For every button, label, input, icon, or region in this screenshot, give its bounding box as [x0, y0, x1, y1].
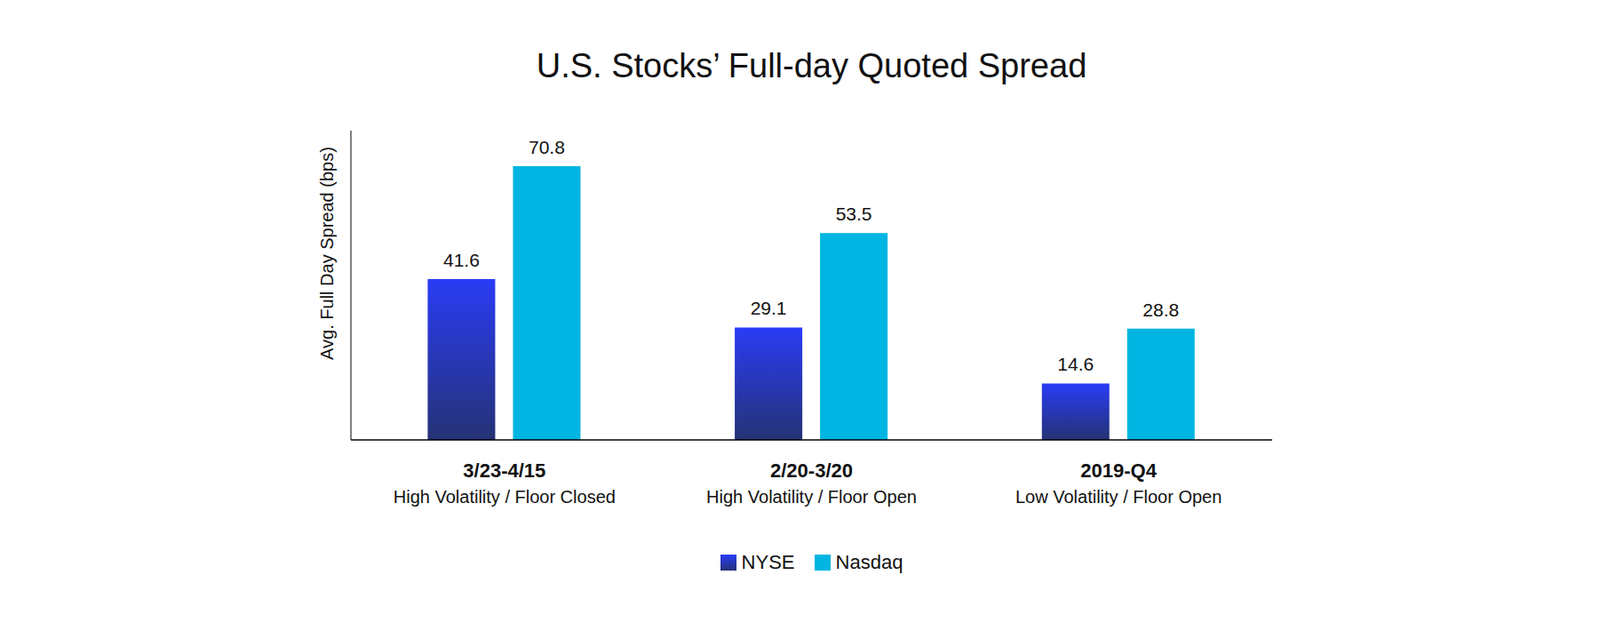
html-text:U.S. Stocks’ Full-day Quoted S: U.S. Stocks’ Full-day Quoted Spread [536, 47, 1087, 85]
svg-text:2/20-3/20: 2/20-3/20 [770, 459, 853, 482]
svg-text:53.5: 53.5 [835, 203, 873, 224]
svg-text:Avg. Full Day Spread (bps): Avg. Full Day Spread (bps) [317, 146, 337, 360]
svg-text:29.1: 29.1 [750, 297, 788, 319]
html-text:NYSE: NYSE [741, 550, 795, 574]
svg-text:High Volatility / Floor Open: High Volatility / Floor Open [706, 486, 917, 507]
svg-text:High Volatility / Floor Closed: High Volatility / Floor Closed [393, 486, 616, 507]
svg-text:28.8: 28.8 [1142, 299, 1179, 320]
svg-text:41.6: 41.6 [443, 249, 480, 271]
svg-text:70.8: 70.8 [528, 136, 566, 158]
svg-text:2019-Q4: 2019-Q4 [1080, 459, 1157, 482]
svg-text:3/23-4/15: 3/23-4/15 [462, 459, 546, 482]
svg-text:Low Volatility / Floor Open: Low Volatility / Floor Open [1015, 486, 1222, 507]
html-text:Nasdaq: Nasdaq [835, 550, 903, 574]
svg-text:14.6: 14.6 [1057, 353, 1094, 375]
